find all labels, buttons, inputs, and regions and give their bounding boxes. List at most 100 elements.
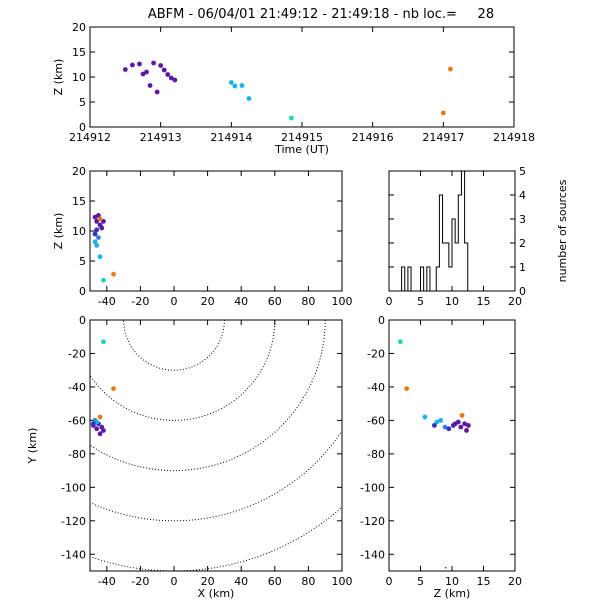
x-tick-label: 214913 <box>140 131 182 144</box>
y-tick-label: 10 <box>72 225 86 238</box>
data-point <box>151 60 157 66</box>
data-point <box>97 431 103 437</box>
data-point <box>94 219 100 224</box>
y-tick-label: -100 <box>360 481 385 494</box>
data-point <box>111 386 116 392</box>
height-y-panel: 0 5 10 15 20 0 -20 -40 -60 -80 -100 -120 -140 Z (km) <box>360 314 522 600</box>
data-point <box>94 426 100 432</box>
data-point <box>431 423 437 428</box>
x-tick-label: 100 <box>332 575 353 588</box>
y-tick-label: -60 <box>68 414 86 427</box>
x-tick-label: -20 <box>131 295 149 308</box>
data-point <box>122 67 128 72</box>
y-tick-label: -40 <box>68 381 86 394</box>
x-tick-label: 5 <box>417 575 424 588</box>
y-tick-label: 3 <box>519 213 526 226</box>
y-tick-label: 2 <box>519 237 526 250</box>
range-ring <box>90 429 342 522</box>
figure-title: ABFM - 06/04/01 21:49:12 - 21:49:18 - nb… <box>148 7 494 22</box>
data-point <box>96 235 101 241</box>
data-point <box>239 83 245 88</box>
x-tick-label: 15 <box>477 575 491 588</box>
x-tick-label: 0 <box>171 295 178 308</box>
data-point <box>97 216 103 222</box>
data-point <box>165 72 171 77</box>
data-point <box>99 225 105 231</box>
x-tick-label: 20 <box>508 575 522 588</box>
data-point <box>101 339 106 345</box>
data-point <box>92 239 98 245</box>
y-tick-label: -120 <box>360 515 385 528</box>
x-tick-label: 80 <box>301 295 315 308</box>
x-tick-label: 15 <box>477 295 491 308</box>
y-tick-label: -140 <box>360 548 385 561</box>
y-tick-label: 5 <box>79 255 86 268</box>
y-axis-label: Z (km) <box>52 213 65 250</box>
y-tick-label: 4 <box>519 189 526 202</box>
y-tick-label: -20 <box>367 347 385 360</box>
x-axis-label: X (km) <box>198 587 235 600</box>
data-point <box>168 75 174 81</box>
x-tick-label: 60 <box>268 575 282 588</box>
y-tick-label: 1 <box>519 261 526 274</box>
x-tick-label: 0 <box>386 295 393 308</box>
data-point <box>455 419 461 425</box>
x-tick-label: 214914 <box>210 131 252 144</box>
histogram-steps <box>389 170 515 292</box>
y-tick-label: 0 <box>79 121 86 134</box>
data-point <box>97 414 103 420</box>
x-tick-label: 214918 <box>493 131 535 144</box>
x-tick-label: 10 <box>445 575 459 588</box>
plot-frame <box>89 26 515 128</box>
data-point <box>158 63 164 68</box>
data-point <box>446 426 452 432</box>
x-tick-label: -20 <box>131 575 149 588</box>
x-tick-label: 10 <box>445 295 459 308</box>
y-tick-label: -20 <box>68 347 86 360</box>
x-tick-label: 20 <box>508 295 522 308</box>
data-point <box>289 115 294 121</box>
y-axis-label: Y (km) <box>26 428 39 465</box>
y-tick-label: -40 <box>367 381 385 394</box>
data-point <box>404 386 410 392</box>
data-point <box>422 414 428 420</box>
data-point <box>96 213 101 218</box>
x-tick-label: 60 <box>268 295 282 308</box>
plot-frame <box>388 319 516 572</box>
data-point <box>232 83 238 89</box>
x-tick-label: 40 <box>234 295 248 308</box>
y-tick-label: -80 <box>68 448 86 461</box>
data-point <box>246 96 252 101</box>
data-point <box>440 110 446 116</box>
data-point <box>144 69 149 75</box>
data-point <box>154 89 160 95</box>
data-point <box>111 271 116 277</box>
y-tick-label: 20 <box>72 21 86 34</box>
data-point <box>459 412 465 418</box>
data-point <box>228 80 234 85</box>
y-tick-label: 20 <box>72 165 86 178</box>
data-point <box>462 421 467 427</box>
range-ring <box>123 320 225 371</box>
data-point <box>444 566 447 569</box>
x-tick-label: -40 <box>98 295 116 308</box>
data-point <box>464 428 469 433</box>
y-tick-label: -100 <box>61 481 86 494</box>
x-tick-label: 100 <box>332 295 353 308</box>
y-axis-label: Z (km) <box>52 59 65 96</box>
data-point <box>465 423 471 428</box>
x-axis-label: Z (km) <box>434 587 471 600</box>
x-tick-label: 0 <box>171 575 178 588</box>
data-point <box>161 67 167 73</box>
y-tick-label: 10 <box>72 71 86 84</box>
x-tick-label: 20 <box>201 295 215 308</box>
data-point <box>448 66 453 72</box>
x-axis-label: Time (UT) <box>274 143 329 156</box>
data-point <box>101 428 106 433</box>
data-point <box>92 231 98 237</box>
data-point <box>137 61 142 67</box>
x-tick-label: 214915 <box>281 131 323 144</box>
data-point <box>172 77 178 83</box>
